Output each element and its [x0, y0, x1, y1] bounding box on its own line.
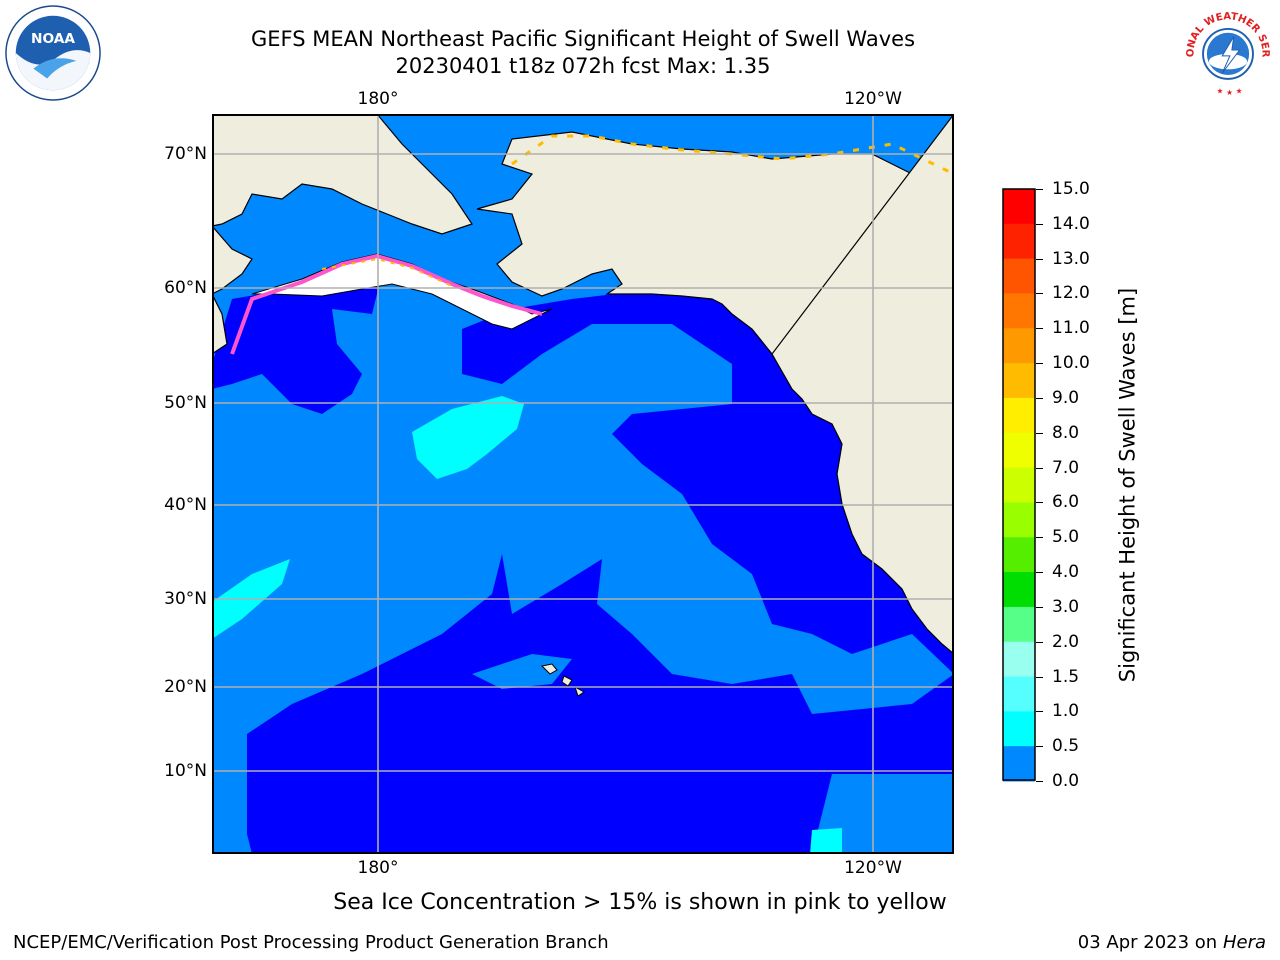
svg-text:★: ★ — [1226, 88, 1233, 97]
colorbar-tick-mark — [1036, 606, 1043, 608]
lat-label-30n: 30°N — [164, 589, 207, 609]
footer-credit: NCEP/EMC/Verification Post Processing Pr… — [13, 932, 609, 953]
map-subtitle: 20230401 t18z 072h fcst Max: 1.35 — [395, 54, 771, 78]
colorbar-tick-label: 14.0 — [1052, 213, 1090, 234]
colorbar-tick-mark — [1036, 711, 1043, 713]
colorbar-cell — [1003, 746, 1035, 782]
colorbar-tick-label: 10.0 — [1052, 353, 1090, 374]
colorbar-tick-label: 11.0 — [1052, 318, 1090, 339]
colorbar-cell — [1003, 467, 1035, 503]
colorbar-tick-mark — [1036, 537, 1043, 539]
lat-label-10n: 10°N — [164, 761, 207, 781]
colorbar-tick-label: 2.0 — [1052, 631, 1080, 652]
footer-date: 03 Apr 2023 on Hera — [1078, 932, 1266, 953]
colorbar-tick-label: 12.0 — [1052, 283, 1090, 304]
colorbar-tick-mark — [1036, 328, 1043, 330]
colorbar-tick-mark — [1036, 432, 1043, 434]
colorbar-cell — [1003, 258, 1035, 294]
colorbar-tick-mark — [1036, 502, 1043, 504]
map-frame — [212, 114, 954, 854]
colorbar-cell — [1003, 711, 1035, 747]
low-swell-region-east — [752, 514, 862, 634]
colorbar-cell — [1003, 502, 1035, 538]
lat-label-20n: 20°N — [164, 677, 207, 697]
colorbar-tick-label: 7.0 — [1052, 457, 1080, 478]
colorbar-tick-label: 15.0 — [1052, 179, 1090, 199]
colorbar-cell — [1003, 676, 1035, 712]
colorbar-tick-label: 5.0 — [1052, 527, 1080, 548]
colorbar-cell — [1003, 363, 1035, 399]
sea-ice-note-text: Sea Ice Concentration > 15% is shown in … — [333, 890, 947, 915]
lightning-icon — [1221, 36, 1241, 74]
colorbar-label: Significant Height of Swell Waves [m] — [1115, 287, 1140, 683]
colorbar-tick-mark — [1036, 258, 1043, 260]
colorbar-tick-label: 9.0 — [1052, 387, 1080, 408]
map-title: GEFS MEAN Northeast Pacific Significant … — [250, 27, 916, 51]
svg-text:★: ★ — [1236, 86, 1243, 95]
land-hawaii — [540, 663, 585, 697]
colorbar — [1002, 188, 1036, 782]
lat-label-60n: 60°N — [164, 278, 207, 298]
footer-date-text: 03 Apr 2023 on — [1077, 932, 1218, 953]
land-north-america — [771, 114, 954, 655]
colorbar-tick-label: 1.5 — [1052, 666, 1080, 687]
moderate-swell-patch-north — [412, 396, 524, 479]
sea-ice-edge-arctic — [511, 134, 954, 176]
swell-height-map — [212, 114, 954, 854]
lon-label-bottom-120w: 120°W — [844, 858, 902, 878]
colorbar-cell — [1003, 189, 1035, 225]
colorbar-cell — [1003, 572, 1035, 608]
colorbar-cell — [1003, 606, 1035, 643]
colorbar-tick-mark — [1036, 397, 1043, 399]
colorbar-tick-label: 6.0 — [1052, 492, 1080, 513]
colorbar-cell — [1003, 432, 1035, 469]
colorbar-tick-label: 3.0 — [1052, 596, 1080, 617]
colorbar-cell — [1003, 293, 1035, 329]
lon-label-top-120w: 120°W — [844, 89, 902, 109]
colorbar-cell — [1003, 641, 1035, 678]
noaa-logo-text: NOAA — [31, 31, 75, 47]
colorbar-tick-label: 8.0 — [1052, 422, 1080, 443]
sea-ice-edge-bering — [230, 253, 543, 355]
colorbar-tick-mark — [1036, 223, 1043, 225]
low-swell-region-central — [247, 554, 954, 854]
colorbar-tick-mark — [1036, 189, 1043, 190]
colorbar-tick-mark — [1036, 293, 1043, 295]
lat-label-70n: 70°N — [164, 144, 207, 164]
colorbar-cell — [1003, 397, 1035, 434]
colorbar-tick-label: 0.0 — [1052, 771, 1080, 791]
lon-label-bottom-180: 180° — [357, 858, 399, 878]
sea-ice-note: Sea Ice Concentration > 15% is shown in … — [0, 890, 1280, 915]
colorbar-tick-mark — [1036, 363, 1043, 365]
noaa-logo: NOAA — [5, 5, 101, 101]
footer-host: Hera — [1222, 932, 1266, 953]
lat-label-40n: 40°N — [164, 495, 207, 515]
svg-text:★: ★ — [1216, 86, 1223, 95]
colorbar-tick-label: 0.5 — [1052, 736, 1080, 757]
lat-label-50n: 50°N — [164, 393, 207, 413]
colorbar-frame — [1002, 188, 1036, 781]
colorbar-cell — [1003, 223, 1035, 260]
colorbar-tick-mark — [1036, 781, 1043, 782]
colorbar-tick-label: 1.0 — [1052, 701, 1080, 722]
colorbar-tick-mark — [1036, 467, 1043, 469]
moderate-swell-patch-south — [810, 828, 842, 854]
colorbar-tick-label: 13.0 — [1052, 248, 1090, 269]
low-swell-region-bering — [212, 274, 382, 414]
graticule — [212, 114, 954, 854]
colorbar-cell — [1003, 328, 1035, 364]
colorbar-cell — [1003, 537, 1035, 573]
land-siberia — [212, 114, 473, 235]
colorbar-tick-mark — [1036, 746, 1043, 748]
colorbar-tick-label: 4.0 — [1052, 562, 1080, 583]
colorbar-tick-mark — [1036, 676, 1043, 678]
colorbar-tick-mark — [1036, 572, 1043, 574]
lon-label-top-180: 180° — [357, 89, 399, 109]
national-weather-service-logo: NATIONAL WEATHER SERVICE ★ ★ ★ — [1180, 4, 1275, 99]
colorbar-tick-mark — [1036, 641, 1043, 643]
